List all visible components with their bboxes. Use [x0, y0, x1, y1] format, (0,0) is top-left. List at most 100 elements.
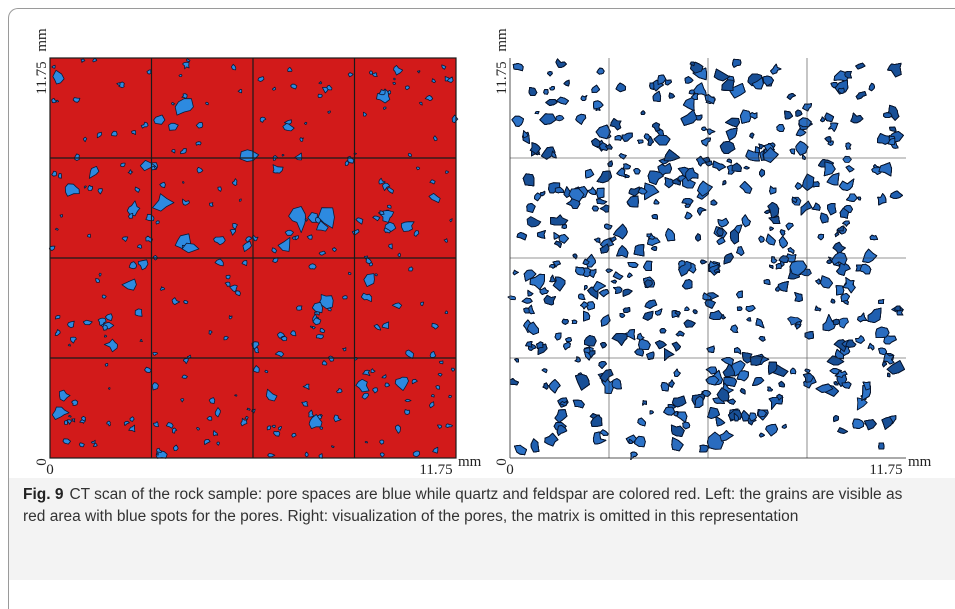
pore — [743, 165, 750, 170]
pore — [664, 79, 672, 86]
pore — [676, 411, 688, 423]
pore — [284, 119, 292, 125]
pore — [869, 234, 879, 241]
pore — [762, 75, 774, 87]
pore — [120, 162, 126, 168]
pore — [599, 204, 610, 213]
pore — [251, 341, 260, 350]
pore — [804, 368, 811, 374]
pore — [559, 400, 568, 407]
pore — [372, 387, 379, 394]
pore — [370, 368, 376, 373]
pore — [643, 260, 653, 271]
pore — [525, 341, 533, 348]
pore — [363, 273, 375, 287]
pore — [66, 419, 73, 425]
pore — [710, 199, 718, 206]
pore — [523, 307, 530, 314]
pore — [171, 102, 176, 106]
pore — [616, 167, 627, 178]
pore — [280, 336, 288, 342]
pore — [736, 290, 743, 299]
pore — [561, 224, 568, 229]
pore — [763, 147, 779, 163]
pore — [368, 70, 373, 75]
pore — [272, 164, 284, 174]
pore — [862, 248, 878, 264]
pore — [591, 205, 599, 212]
pore — [883, 334, 897, 345]
pore — [580, 95, 588, 101]
pore — [173, 444, 179, 451]
pore — [62, 438, 71, 445]
pore — [521, 297, 533, 304]
pore — [739, 109, 752, 124]
pore — [730, 324, 739, 334]
pore — [795, 140, 809, 156]
pore — [765, 233, 776, 246]
left-grid — [49, 57, 457, 459]
pore — [824, 136, 832, 143]
pore — [181, 242, 200, 254]
pore — [689, 61, 695, 67]
pore — [613, 223, 628, 240]
pore — [139, 160, 156, 172]
pore — [438, 360, 444, 365]
pore — [674, 310, 681, 316]
pore — [881, 361, 888, 368]
pore — [55, 315, 61, 320]
pore — [144, 366, 152, 373]
pore — [52, 69, 65, 85]
pore — [181, 93, 188, 99]
pore — [837, 427, 849, 434]
pore — [633, 244, 645, 257]
pore — [561, 318, 569, 325]
pore — [653, 134, 671, 146]
pore — [824, 112, 835, 123]
pore — [716, 387, 730, 402]
pore — [855, 91, 867, 100]
pore — [101, 294, 107, 299]
pore — [704, 160, 713, 167]
pore — [598, 360, 607, 369]
pore — [342, 347, 347, 352]
pore — [514, 444, 527, 456]
pore — [705, 375, 720, 386]
pore — [394, 376, 409, 391]
pore — [722, 180, 727, 186]
pore — [600, 314, 611, 327]
pore — [304, 451, 309, 458]
pore — [386, 187, 394, 194]
caption-paragraph: Fig. 9 CT scan of the rock sample: pore s… — [9, 478, 955, 528]
figure: mm 11.75 0 0 11.75 mm mm 11.75 0 0 11.75… — [34, 28, 932, 478]
pore — [664, 177, 675, 189]
y-max: 11.75 — [494, 61, 510, 94]
pore — [404, 398, 412, 402]
pore — [302, 383, 310, 390]
pore — [238, 198, 242, 202]
pore — [549, 85, 555, 91]
pore — [290, 83, 298, 90]
pore — [626, 195, 639, 208]
pore — [715, 416, 726, 427]
pore — [732, 58, 742, 68]
pore — [342, 295, 348, 300]
pore — [51, 98, 57, 104]
pore — [748, 412, 757, 422]
pore — [684, 203, 691, 208]
pore — [745, 305, 756, 313]
pore — [752, 377, 765, 386]
pore — [583, 310, 591, 322]
pore — [153, 421, 159, 428]
pore — [264, 369, 269, 374]
pore — [180, 398, 185, 403]
pore — [663, 348, 675, 361]
pore — [680, 109, 698, 126]
pore — [834, 232, 840, 238]
pore — [527, 289, 534, 297]
pore — [237, 88, 243, 94]
pore — [627, 261, 639, 268]
pore — [234, 394, 238, 397]
pore — [379, 452, 385, 458]
pore — [180, 148, 187, 155]
